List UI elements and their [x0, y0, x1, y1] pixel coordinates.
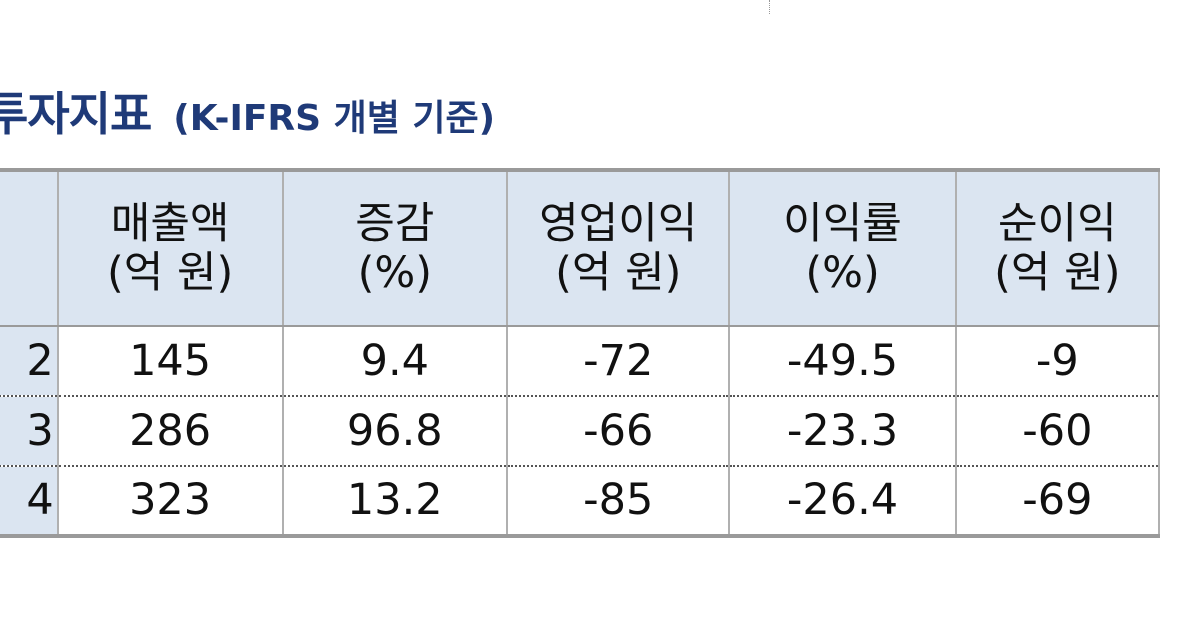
header-row: 매출액 (억 원) 증감 (%) 영업이익 (억 원) 이익률 (%) 순이익 (억 원) — [0, 168, 1161, 327]
header-revenue: 매출액 (억 원) — [56, 168, 284, 327]
header-change: 증감 (%) — [281, 168, 509, 327]
header-margin: 이익률 (%) — [728, 168, 957, 327]
cell-change: 13.2 — [281, 466, 509, 538]
table-row: 2 145 9.4 -72 -49.5 -9 — [0, 326, 1161, 397]
cell-net-income: -9 — [954, 326, 1161, 397]
dotted-marker — [769, 0, 770, 14]
row-label: 2 — [0, 326, 59, 397]
cell-revenue: 286 — [56, 396, 284, 467]
cell-margin: -23.3 — [728, 396, 957, 467]
cell-margin: -49.5 — [728, 326, 957, 397]
cell-margin: -26.4 — [728, 466, 957, 538]
cell-operating-profit: -85 — [506, 466, 731, 538]
page-title: 투자지표 (K-IFRS 개별 기준) — [0, 78, 495, 144]
investment-indicator-table: 매출액 (억 원) 증감 (%) 영업이익 (억 원) 이익률 (%) 순이익 (억 원)… — [0, 168, 1161, 538]
cell-net-income: -69 — [954, 466, 1161, 538]
table-row: 4 323 13.2 -85 -26.4 -69 — [0, 466, 1161, 538]
header-operating-profit: 영업이익 (억 원) — [506, 168, 731, 327]
cell-revenue: 145 — [56, 326, 284, 397]
row-label: 3 — [0, 396, 59, 467]
header-year — [0, 168, 59, 327]
cell-change: 9.4 — [281, 326, 509, 397]
table-row: 3 286 96.8 -66 -23.3 -60 — [0, 396, 1161, 467]
cell-operating-profit: -72 — [506, 326, 731, 397]
cell-change: 96.8 — [281, 396, 509, 467]
row-label: 4 — [0, 466, 59, 538]
cell-revenue: 323 — [56, 466, 284, 538]
title-main: 투자지표 — [0, 87, 152, 141]
title-sub: (K-IFRS 개별 기준) — [173, 98, 496, 139]
cell-net-income: -60 — [954, 396, 1161, 467]
header-net-income: 순이익 (억 원) — [954, 168, 1161, 327]
cell-operating-profit: -66 — [506, 396, 731, 467]
